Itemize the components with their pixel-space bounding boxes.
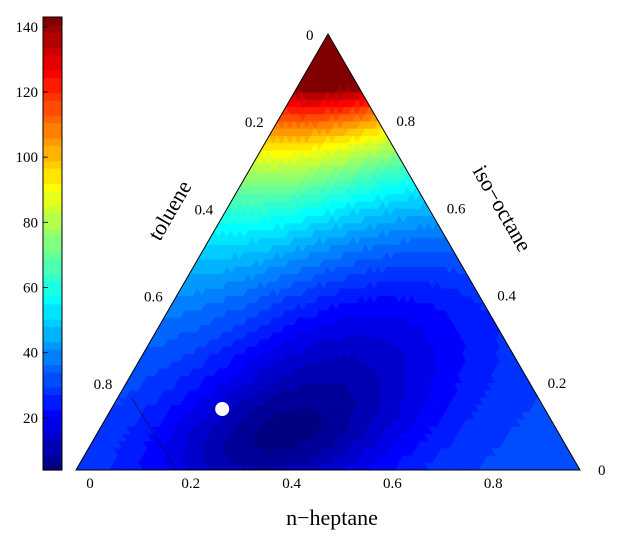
colorbar-band [43, 402, 62, 411]
colorbar-band [43, 77, 62, 86]
colorbar-band [43, 160, 62, 169]
colorbar-band [43, 281, 62, 290]
right-tick-label: 0.8 [396, 114, 415, 130]
colorbar-tick-label: 20 [23, 411, 38, 427]
colorbar-band [43, 303, 62, 313]
colorbar-band [43, 198, 62, 207]
colorbar-band [43, 69, 62, 78]
colorbar-band [43, 228, 62, 237]
colorbar-band [43, 341, 62, 350]
colorbar-band [43, 311, 62, 320]
bottom-tick-label: 0 [86, 476, 94, 492]
colorbar-band [43, 424, 62, 433]
colorbar-band [43, 183, 62, 192]
colorbar-band [43, 273, 62, 282]
bottom-tick-label: 0.6 [383, 476, 402, 492]
right-tick-label: 0 [598, 463, 606, 479]
colorbar-band [43, 47, 62, 56]
colorbar-band [43, 439, 62, 448]
colorbar-band [43, 205, 62, 214]
bottom-tick-label: 0.2 [181, 476, 200, 492]
colorbar-tick-label: 80 [23, 215, 38, 231]
colorbar-band [43, 258, 62, 267]
colorbar-band [43, 62, 62, 71]
colorbar-tick-label: 120 [16, 85, 39, 101]
colorbar-band [43, 243, 62, 252]
bottom-tick-label: 0.4 [282, 476, 301, 492]
colorbar-band [43, 462, 62, 471]
right-axis-title: iso−octane [468, 161, 537, 256]
colorbar-band [43, 145, 62, 154]
colorbar-band [43, 130, 62, 139]
colorbar-tick-label: 100 [16, 150, 39, 166]
colorbar-band [43, 251, 62, 260]
colorbar-band [43, 266, 62, 275]
right-tick-label: 0.4 [497, 289, 516, 305]
colorbar-band [43, 100, 62, 109]
colorbar-band [43, 288, 62, 297]
colorbar-band [43, 92, 62, 101]
left-tick-label: 0.6 [144, 290, 163, 306]
colorbar-band [43, 447, 62, 456]
colorbar-band [43, 84, 62, 94]
colorbar-tick-label: 40 [23, 346, 38, 362]
colorbar-band [43, 454, 62, 464]
colorbar-tick-label: 60 [23, 280, 38, 296]
colorbar: 20 40 60 80 100 120 140 [16, 16, 63, 471]
colorbar-band [43, 386, 62, 396]
contour-line [131, 397, 177, 471]
colorbar-band [43, 371, 62, 380]
colorbar-band [43, 394, 62, 403]
contour-cell [323, 34, 333, 42]
colorbar-band [43, 122, 62, 131]
right-axis-ticks: 0 0.2 0.4 0.6 0.8 [396, 114, 605, 479]
colorbar-band [43, 137, 62, 146]
colorbar-band [43, 39, 62, 48]
colorbar-band [43, 213, 62, 222]
left-tick-label: 0.4 [194, 202, 213, 218]
apex-tick-label: 0 [306, 28, 314, 44]
colorbar-frame [42, 16, 63, 471]
colorbar-band [43, 152, 62, 162]
colorbar-band [43, 432, 62, 441]
colorbar-band [43, 54, 62, 63]
colorbar-band [43, 296, 62, 305]
colorbar-band [43, 356, 62, 365]
contour-field [76, 34, 580, 470]
colorbar-ticks: 20 40 60 80 100 120 140 [16, 20, 48, 427]
colorbar-band [43, 364, 62, 373]
data-marker [215, 402, 230, 416]
bottom-axis-ticks: 0 0.2 0.4 0.6 0.8 [86, 476, 502, 492]
colorbar-band [43, 220, 62, 229]
left-tick-label: 0.2 [245, 115, 264, 131]
colorbar-tick-label: 140 [16, 20, 39, 36]
bottom-axis-title: n−heptane [286, 505, 378, 530]
colorbar-band [43, 190, 62, 199]
colorbar-band [43, 24, 62, 33]
colorbar-band [43, 379, 62, 388]
colorbar-band [43, 17, 62, 26]
right-tick-label: 0.2 [548, 376, 567, 392]
colorbar-band [43, 107, 62, 116]
colorbar-band [43, 168, 62, 177]
colorbar-band [43, 115, 62, 124]
colorbar-band [43, 334, 62, 343]
colorbar-band [43, 409, 62, 418]
left-axis-ticks: 0.2 0.4 0.6 0.8 [94, 115, 264, 393]
left-axis-title: toluene [142, 176, 196, 245]
colorbar-band [43, 417, 62, 426]
triangle-frame [75, 33, 581, 471]
right-tick-label: 0.6 [447, 201, 466, 217]
colorbar-band [43, 32, 62, 41]
colorbar-band [43, 319, 62, 328]
bottom-tick-label: 0.8 [484, 476, 503, 492]
colorbar-band [43, 349, 62, 358]
colorbar-bands [43, 17, 62, 471]
colorbar-band [43, 175, 62, 184]
colorbar-band [43, 326, 62, 335]
colorbar-band [43, 235, 62, 245]
left-tick-label: 0.8 [94, 377, 113, 393]
ternary-field [76, 34, 580, 470]
